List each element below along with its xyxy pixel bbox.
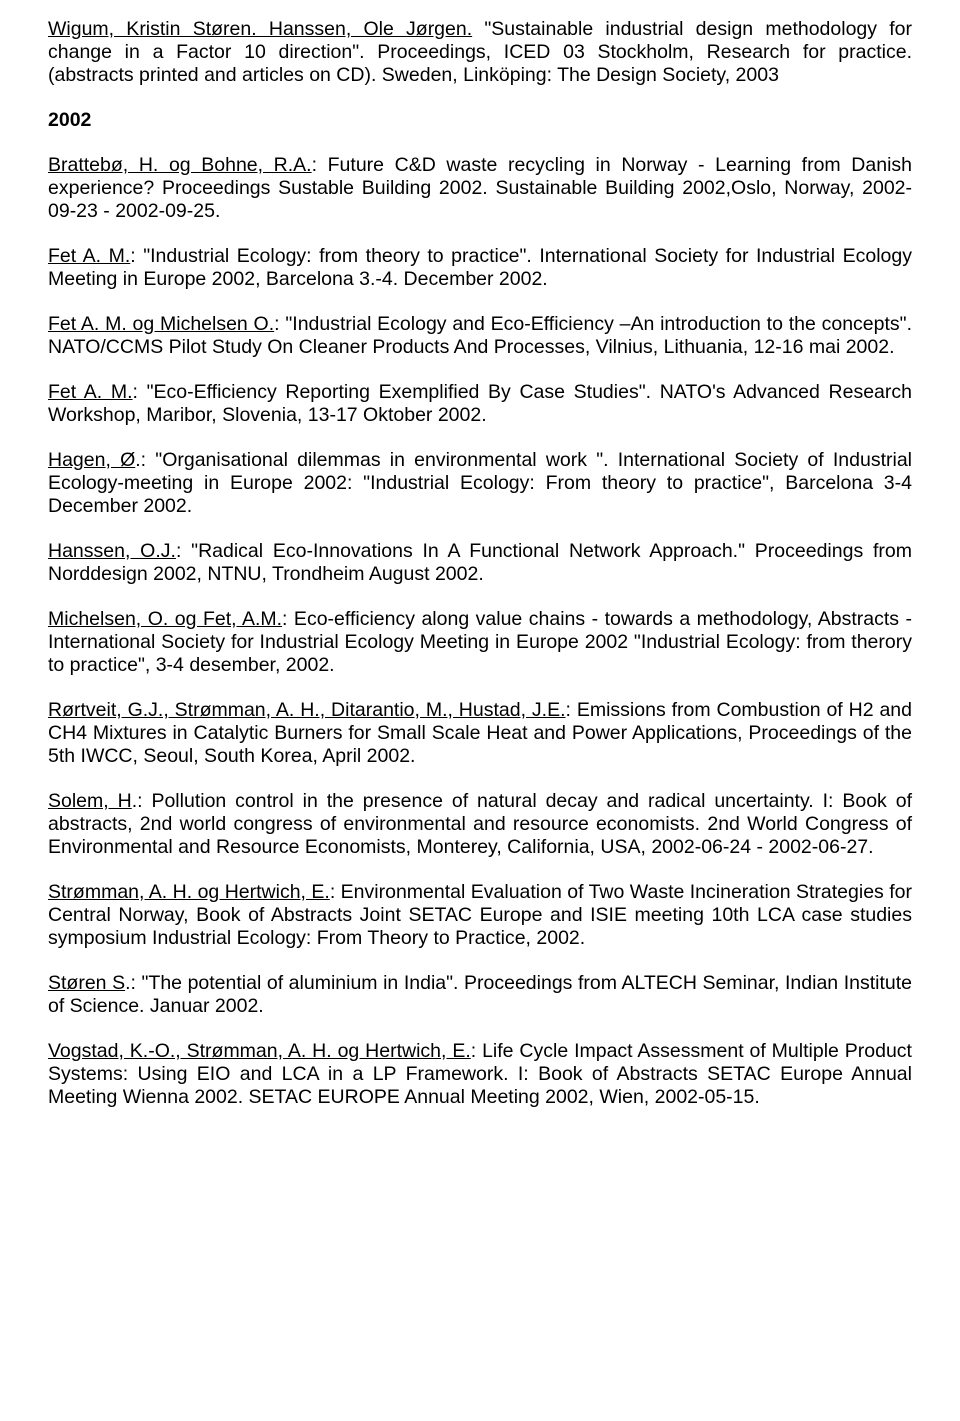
reference-entry: Fet A. M.: "Industrial Ecology: from the… — [48, 245, 912, 291]
reference-entry: Hagen, Ø.: "Organisational dilemmas in e… — [48, 449, 912, 518]
author-names: Hanssen, O.J. — [48, 540, 176, 562]
reference-text: : "Industrial Ecology: from theory to pr… — [48, 245, 912, 290]
document-body: Wigum, Kristin Støren. Hanssen, Ole Jørg… — [48, 18, 912, 1109]
author-names: Michelsen, O. og Fet, A.M. — [48, 608, 282, 630]
author-names: Støren S — [48, 972, 125, 994]
reference-entry: Brattebø, H. og Bohne, R.A.: Future C&D … — [48, 154, 912, 223]
reference-entry: Michelsen, O. og Fet, A.M.: Eco-efficien… — [48, 608, 912, 677]
reference-text: .: "The potential of aluminium in India"… — [48, 972, 912, 1017]
reference-entry: Rørtveit, G.J., Strømman, A. H., Ditaran… — [48, 699, 912, 768]
reference-entry: Solem, H.: Pollution control in the pres… — [48, 790, 912, 859]
author-names: Rørtveit, G.J., Strømman, A. H., Ditaran… — [48, 699, 566, 721]
author-names: Wigum, Kristin Støren. Hanssen, Ole Jørg… — [48, 18, 472, 40]
author-names: Fet A. M. — [48, 245, 130, 267]
author-names: Hagen, Ø — [48, 449, 135, 471]
reference-entry: Fet A. M.: "Eco-Efficiency Reporting Exe… — [48, 381, 912, 427]
author-names: Fet A. M. og Michelsen O. — [48, 313, 274, 335]
reference-text: .: "Organisational dilemmas in environme… — [48, 449, 912, 517]
reference-entry: Vogstad, K.-O., Strømman, A. H. og Hertw… — [48, 1040, 912, 1109]
year-heading: 2002 — [48, 109, 912, 132]
author-names: Fet A. M. — [48, 381, 133, 403]
reference-text: .: Pollution control in the presence of … — [48, 790, 912, 858]
author-names: Vogstad, K.-O., Strømman, A. H. og Hertw… — [48, 1040, 471, 1062]
reference-entry: Wigum, Kristin Støren. Hanssen, Ole Jørg… — [48, 18, 912, 87]
reference-text: : "Eco-Efficiency Reporting Exemplified … — [48, 381, 912, 426]
author-names: Brattebø, H. og Bohne, R.A. — [48, 154, 312, 176]
reference-text: : "Radical Eco-Innovations In A Function… — [48, 540, 912, 585]
author-names: Strømman, A. H. og Hertwich, E. — [48, 881, 330, 903]
author-names: Solem, H — [48, 790, 132, 812]
reference-entry: Fet A. M. og Michelsen O.: "Industrial E… — [48, 313, 912, 359]
reference-entry: Hanssen, O.J.: "Radical Eco-Innovations … — [48, 540, 912, 586]
reference-entry: Strømman, A. H. og Hertwich, E.: Environ… — [48, 881, 912, 950]
reference-entry: Støren S.: "The potential of aluminium i… — [48, 972, 912, 1018]
